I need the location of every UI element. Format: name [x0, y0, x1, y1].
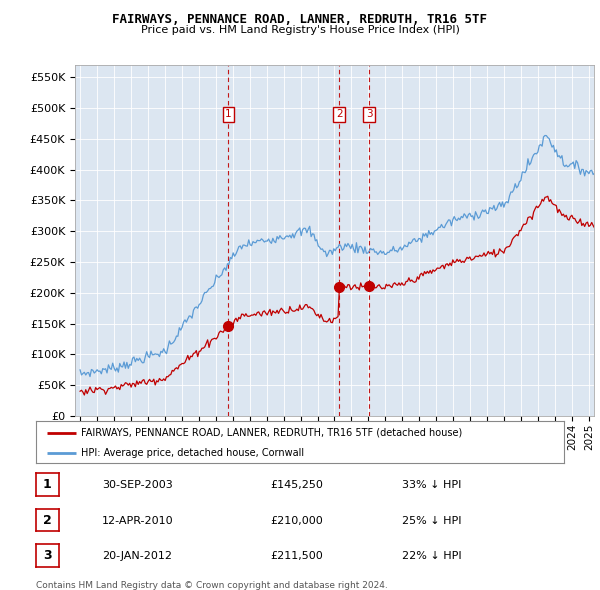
Text: Contains HM Land Registry data © Crown copyright and database right 2024.: Contains HM Land Registry data © Crown c…: [36, 581, 388, 590]
Text: £210,000: £210,000: [270, 516, 323, 526]
Text: 2: 2: [336, 109, 343, 119]
Text: 3: 3: [43, 549, 52, 562]
Text: 22% ↓ HPI: 22% ↓ HPI: [402, 551, 461, 561]
Text: 12-APR-2010: 12-APR-2010: [102, 516, 173, 526]
Text: Price paid vs. HM Land Registry's House Price Index (HPI): Price paid vs. HM Land Registry's House …: [140, 25, 460, 35]
Text: FAIRWAYS, PENNANCE ROAD, LANNER, REDRUTH, TR16 5TF (detached house): FAIRWAYS, PENNANCE ROAD, LANNER, REDRUTH…: [81, 428, 462, 438]
Text: 3: 3: [366, 109, 373, 119]
Text: £145,250: £145,250: [270, 480, 323, 490]
Text: FAIRWAYS, PENNANCE ROAD, LANNER, REDRUTH, TR16 5TF: FAIRWAYS, PENNANCE ROAD, LANNER, REDRUTH…: [113, 13, 487, 26]
Text: 1: 1: [225, 109, 232, 119]
Text: 30-SEP-2003: 30-SEP-2003: [102, 480, 173, 490]
Text: £211,500: £211,500: [270, 551, 323, 561]
Text: 2: 2: [43, 513, 52, 527]
Text: HPI: Average price, detached house, Cornwall: HPI: Average price, detached house, Corn…: [81, 448, 304, 457]
Text: 20-JAN-2012: 20-JAN-2012: [102, 551, 172, 561]
Text: 33% ↓ HPI: 33% ↓ HPI: [402, 480, 461, 490]
Text: 1: 1: [43, 478, 52, 491]
Text: 25% ↓ HPI: 25% ↓ HPI: [402, 516, 461, 526]
